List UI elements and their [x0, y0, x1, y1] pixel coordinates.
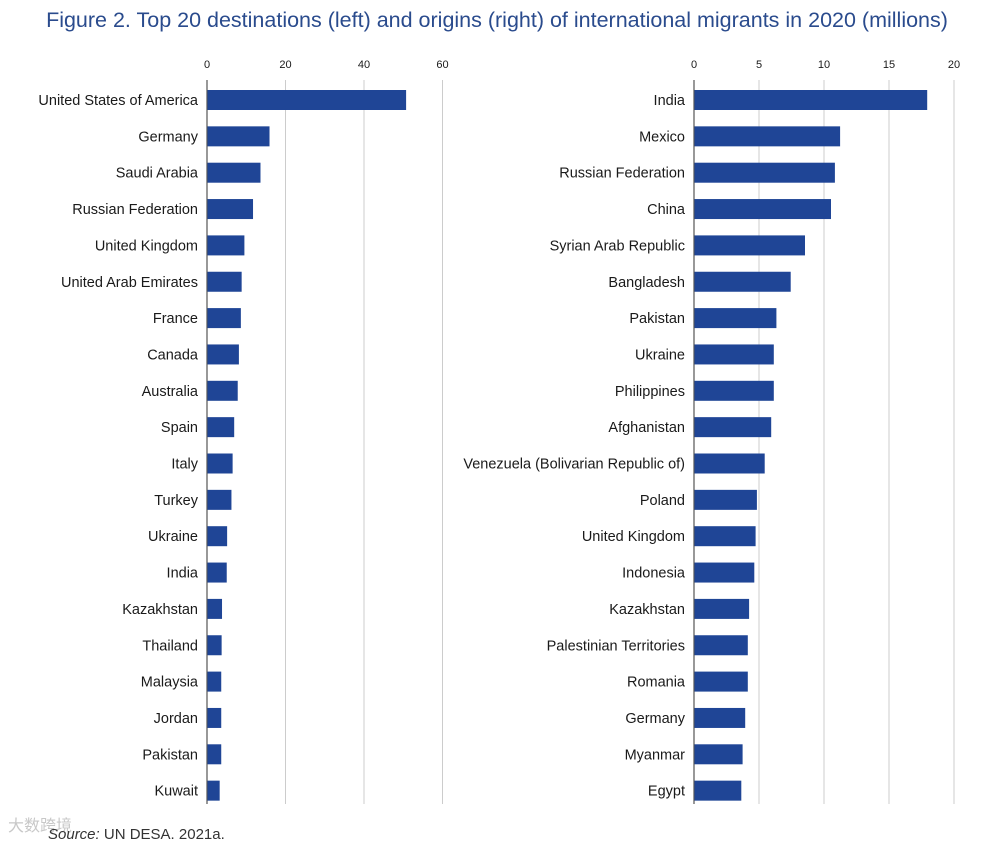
origin-bar [694, 707, 746, 728]
origin-bar [694, 90, 928, 110]
destination-bar [207, 671, 222, 692]
destination-tick-label: 60 [436, 59, 448, 71]
destination-bar [207, 344, 239, 365]
origin-category-label: Romania [627, 675, 686, 691]
destination-bar [207, 744, 222, 765]
origin-tick-label: 15 [883, 59, 895, 71]
origin-category-label: Afghanistan [608, 420, 685, 436]
origin-bar [694, 235, 805, 256]
destination-bar [207, 417, 235, 438]
destination-bar [207, 562, 227, 583]
destination-bar [207, 126, 270, 147]
destination-tick-label: 20 [279, 59, 291, 71]
origin-bar [694, 308, 777, 329]
source-note: Source: UN DESA. 2021a. [48, 826, 225, 843]
origin-tick-label: 20 [948, 59, 960, 71]
origin-category-label: Philippines [615, 384, 685, 400]
destination-bar [207, 235, 245, 256]
origin-bar [694, 744, 743, 765]
origins-chart: 0 5 10 15 20 India Mexico Russian Federation Chi… [463, 59, 960, 804]
destination-category-label: Germany [138, 129, 198, 145]
origin-bar [694, 417, 772, 438]
destination-bar [207, 780, 220, 801]
source-label: Source: [48, 826, 100, 843]
destination-category-label: Jordan [154, 711, 198, 727]
origin-category-label: Palestinian Territories [547, 638, 685, 654]
origin-tick-label: 5 [756, 59, 762, 71]
origin-category-label: Pakistan [629, 311, 685, 327]
destination-category-label: India [167, 566, 199, 582]
origin-category-label: Syrian Arab Republic [550, 238, 685, 254]
origin-bar [694, 344, 774, 365]
origin-category-label: Russian Federation [559, 166, 685, 182]
destination-bar [207, 489, 232, 510]
origin-bar [694, 271, 791, 292]
destination-bar [207, 526, 228, 547]
destination-tick-label: 40 [358, 59, 370, 71]
origin-tick-label: 0 [691, 59, 697, 71]
origin-category-label: Venezuela (Bolivarian Republic of) [463, 457, 685, 473]
destination-bar [207, 271, 242, 292]
origin-bar [694, 199, 831, 220]
destination-bar [207, 453, 233, 474]
origin-bar [694, 380, 774, 401]
origin-category-label: China [647, 202, 686, 218]
origin-category-label: Mexico [639, 129, 685, 145]
origin-category-label: Indonesia [622, 566, 686, 582]
destination-bar [207, 635, 222, 656]
destination-category-label: Pakistan [142, 747, 198, 763]
destination-category-label: Thailand [142, 638, 198, 654]
origin-category-label: India [654, 93, 686, 109]
origin-category-label: Kazakhstan [609, 602, 685, 618]
destination-category-label: France [153, 311, 198, 327]
origin-bar [694, 489, 757, 510]
destination-category-label: United Kingdom [95, 238, 198, 254]
destination-category-label: Australia [142, 384, 199, 400]
destination-bar [207, 380, 238, 401]
destination-category-label: Kuwait [154, 784, 198, 800]
destination-category-label: United States of America [38, 93, 199, 109]
origin-bar [694, 562, 755, 583]
destination-category-label: Italy [171, 457, 198, 473]
origin-tick-label: 10 [818, 59, 830, 71]
origin-category-label: Germany [625, 711, 685, 727]
origin-bar [694, 453, 765, 474]
destination-category-label: Turkey [154, 493, 199, 509]
destinations-chart: 0 20 40 60 United States of America Germany Sa… [38, 59, 449, 804]
destination-category-label: Malaysia [141, 675, 199, 691]
destination-category-label: Canada [147, 347, 199, 363]
origin-category-label: Bangladesh [608, 275, 685, 291]
origin-category-label: Ukraine [635, 347, 685, 363]
origin-category-label: Poland [640, 493, 685, 509]
destination-bar [207, 308, 241, 329]
source-text: UN DESA. 2021a. [99, 826, 225, 843]
origin-bar [694, 598, 750, 619]
destination-tick-label: 0 [204, 59, 210, 71]
destination-category-label: Ukraine [148, 529, 198, 545]
origin-category-label: United Kingdom [582, 529, 685, 545]
destination-category-label: Spain [161, 420, 198, 436]
watermark: 大数跨境 [8, 818, 73, 835]
destination-bar [207, 199, 254, 220]
origin-category-label: Myanmar [625, 747, 686, 763]
page-title: Figure 2. Top 20 destinations (left) and… [46, 8, 948, 32]
origin-bar [694, 162, 835, 183]
origin-bar [694, 126, 841, 147]
origin-bar [694, 526, 756, 547]
origin-category-label: Egypt [648, 784, 685, 800]
destination-bar [207, 707, 222, 728]
destination-category-label: Saudi Arabia [116, 166, 199, 182]
origin-bar [694, 635, 748, 656]
destination-category-label: United Arab Emirates [61, 275, 198, 291]
origin-bar [694, 780, 742, 801]
destination-category-label: Russian Federation [72, 202, 198, 218]
destination-bar [207, 598, 223, 619]
origin-bar [694, 671, 748, 692]
destination-bar [207, 90, 407, 110]
destination-bar [207, 162, 261, 183]
destination-category-label: Kazakhstan [122, 602, 198, 618]
